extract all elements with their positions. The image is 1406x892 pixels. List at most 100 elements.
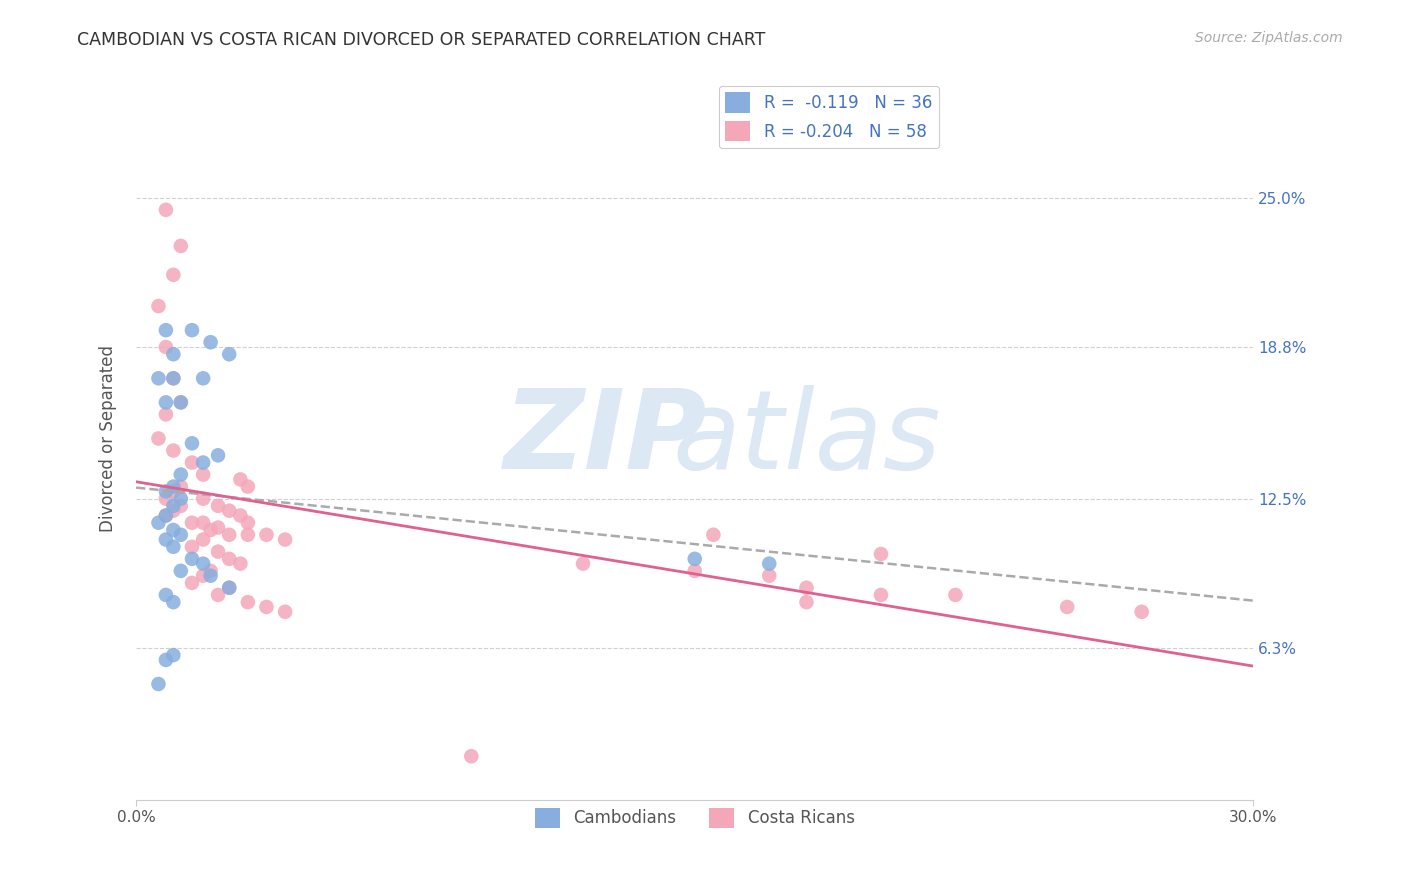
Text: ZIP: ZIP	[503, 385, 707, 492]
Point	[148, 371, 170, 385]
Point	[218, 347, 240, 361]
Point	[191, 557, 214, 571]
Point	[236, 595, 259, 609]
Point	[191, 371, 214, 385]
Point	[155, 202, 177, 217]
Point	[218, 504, 240, 518]
Point	[162, 504, 184, 518]
Point	[181, 551, 204, 566]
Point	[162, 443, 184, 458]
Point	[191, 568, 214, 582]
Point	[155, 533, 177, 547]
Point	[191, 456, 214, 470]
Point	[148, 516, 170, 530]
Point	[870, 588, 893, 602]
Point	[155, 323, 177, 337]
Point	[236, 528, 259, 542]
Point	[218, 528, 240, 542]
Point	[162, 480, 184, 494]
Point	[162, 540, 184, 554]
Point	[162, 595, 184, 609]
Text: atlas: atlas	[672, 385, 941, 492]
Point	[155, 395, 177, 409]
Point	[460, 749, 482, 764]
Point	[191, 467, 214, 482]
Point	[191, 533, 214, 547]
Point	[162, 371, 184, 385]
Text: Source: ZipAtlas.com: Source: ZipAtlas.com	[1195, 31, 1343, 45]
Point	[181, 323, 204, 337]
Point	[274, 533, 297, 547]
Point	[148, 677, 170, 691]
Point	[170, 491, 193, 506]
Point	[207, 520, 229, 534]
Point	[148, 299, 170, 313]
Point	[702, 528, 724, 542]
Point	[155, 508, 177, 523]
Point	[207, 544, 229, 558]
Y-axis label: Divorced or Separated: Divorced or Separated	[100, 345, 117, 532]
Point	[170, 395, 193, 409]
Point	[170, 528, 193, 542]
Point	[218, 551, 240, 566]
Point	[170, 480, 193, 494]
Point	[191, 491, 214, 506]
Point	[170, 564, 193, 578]
Point	[155, 508, 177, 523]
Point	[683, 551, 706, 566]
Point	[181, 456, 204, 470]
Point	[170, 239, 193, 253]
Point	[758, 568, 780, 582]
Point	[162, 499, 184, 513]
Point	[148, 432, 170, 446]
Point	[200, 568, 222, 582]
Point	[236, 516, 259, 530]
Point	[155, 588, 177, 602]
Point	[170, 499, 193, 513]
Text: CAMBODIAN VS COSTA RICAN DIVORCED OR SEPARATED CORRELATION CHART: CAMBODIAN VS COSTA RICAN DIVORCED OR SEP…	[77, 31, 766, 49]
Point	[155, 653, 177, 667]
Point	[229, 557, 252, 571]
Point	[236, 480, 259, 494]
Point	[181, 575, 204, 590]
Point	[683, 564, 706, 578]
Point	[162, 268, 184, 282]
Point	[1056, 599, 1078, 614]
Point	[162, 347, 184, 361]
Point	[181, 436, 204, 450]
Point	[155, 484, 177, 499]
Point	[200, 564, 222, 578]
Point	[170, 395, 193, 409]
Point	[274, 605, 297, 619]
Point	[162, 648, 184, 662]
Point	[162, 484, 184, 499]
Point	[218, 581, 240, 595]
Point	[155, 340, 177, 354]
Point	[155, 408, 177, 422]
Point	[207, 448, 229, 462]
Point	[200, 335, 222, 350]
Point	[796, 581, 818, 595]
Point	[191, 516, 214, 530]
Point	[218, 581, 240, 595]
Point	[870, 547, 893, 561]
Point	[229, 508, 252, 523]
Point	[181, 516, 204, 530]
Point	[945, 588, 967, 602]
Point	[207, 588, 229, 602]
Point	[758, 557, 780, 571]
Point	[572, 557, 595, 571]
Point	[200, 523, 222, 537]
Point	[207, 499, 229, 513]
Point	[155, 491, 177, 506]
Point	[162, 371, 184, 385]
Point	[181, 540, 204, 554]
Point	[796, 595, 818, 609]
Point	[170, 467, 193, 482]
Point	[162, 523, 184, 537]
Point	[229, 472, 252, 486]
Point	[256, 528, 278, 542]
Point	[256, 599, 278, 614]
Point	[1130, 605, 1153, 619]
Legend: Cambodians, Costa Ricans: Cambodians, Costa Ricans	[529, 801, 862, 835]
